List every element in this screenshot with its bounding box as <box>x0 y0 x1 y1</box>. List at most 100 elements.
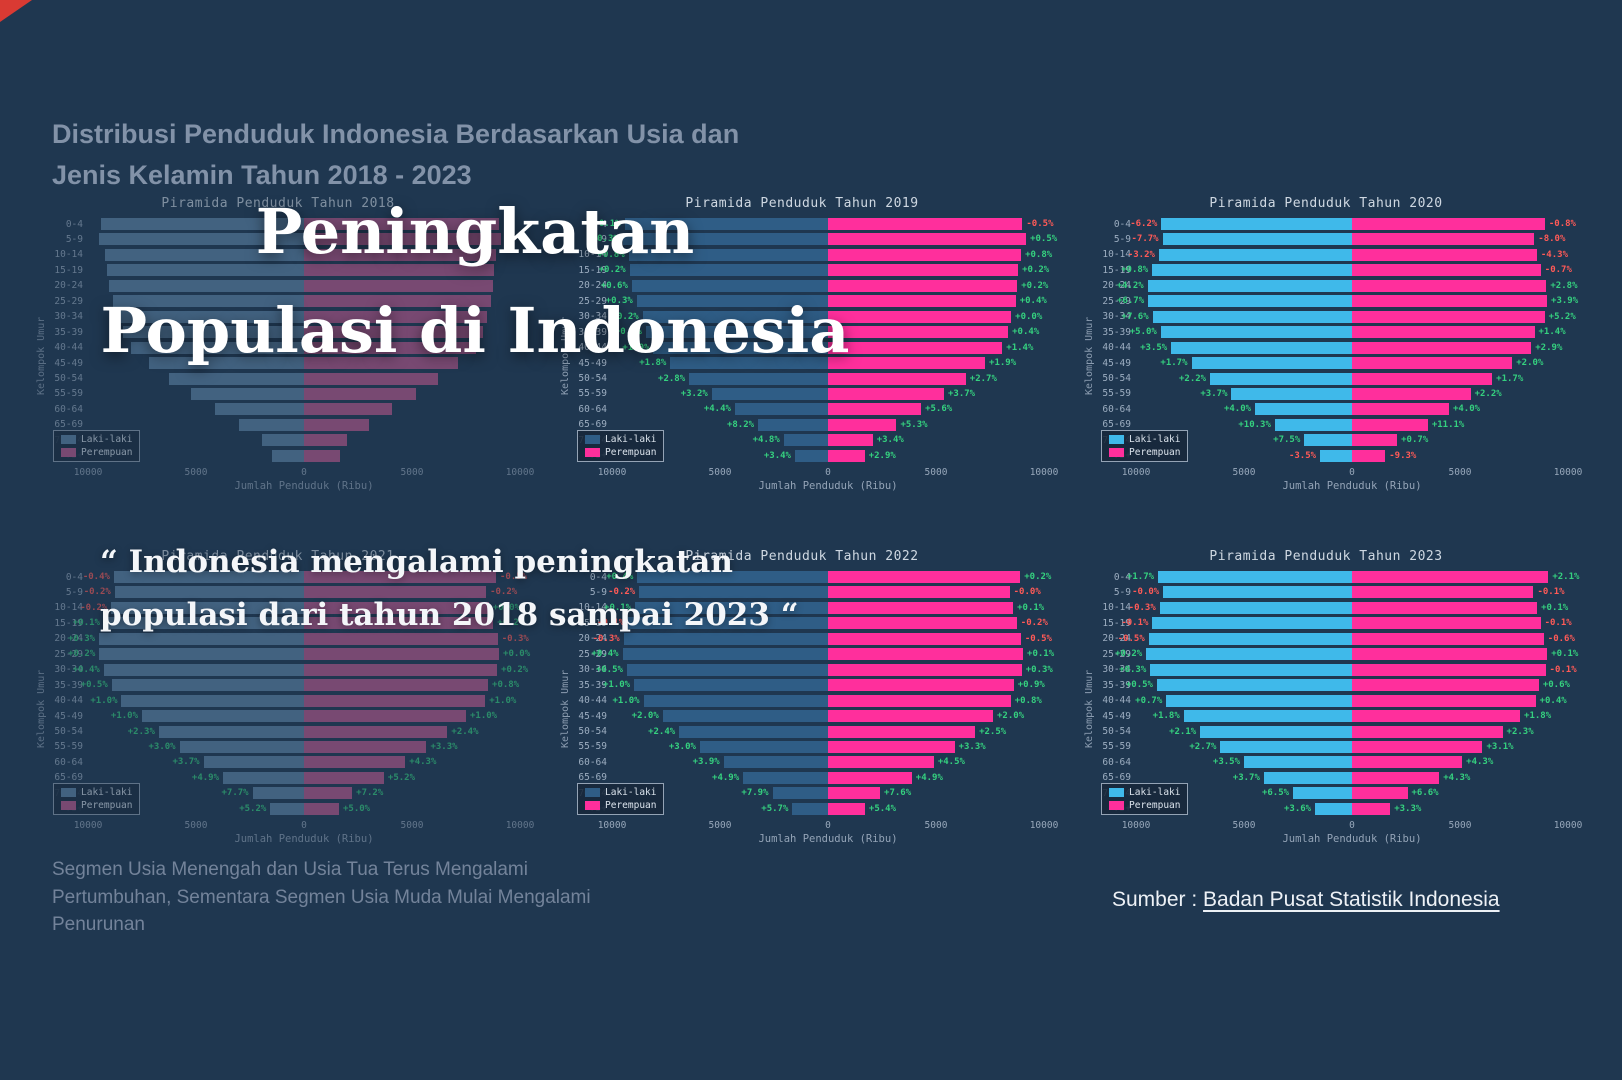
pyramid-row: 45-49 +1.8% +1.8% <box>1095 710 1568 723</box>
pyramid-row: 30-34 +7.6% +5.2% <box>1095 310 1576 323</box>
pyramid-row: 50-54 +2.3% +2.4% <box>47 725 520 738</box>
male-half: +1.8% <box>612 357 828 370</box>
pyramid-chart-2019: Piramida Penduduk Tahun 2019 Kelompok Umu… <box>560 196 1058 495</box>
male-half: -0.1% <box>1121 617 1352 630</box>
x-tick-label: 5000 <box>1448 820 1472 831</box>
male-bar <box>1244 756 1352 769</box>
age-group-label: 65-69 <box>578 419 607 431</box>
female-half: +0.1% <box>1352 601 1568 614</box>
male-bar <box>122 326 304 339</box>
x-tick-label: 10000 <box>505 820 535 831</box>
male-annotation: +0.5% <box>595 664 623 675</box>
pyramid-row: 10-14 +0.1% +0.1% <box>571 601 1045 614</box>
female-bar <box>828 601 1014 614</box>
female-bar <box>304 326 484 339</box>
male-bar <box>723 756 828 769</box>
male-bar <box>1304 434 1352 447</box>
female-annotation: +3.1% <box>1486 741 1514 752</box>
source-link[interactable]: Badan Pusat Statistik Indonesia <box>1203 888 1500 911</box>
age-group-label: 35-39 <box>54 679 83 691</box>
male-half: +7.5% <box>1136 434 1352 447</box>
male-annotation: +2.3% <box>127 726 155 737</box>
female-annotation: +0.1% <box>1017 602 1045 613</box>
female-half: +0.0% <box>828 310 1044 323</box>
pyramid-row: 40-44 +3.5% +2.9% <box>1095 341 1568 354</box>
age-group-label: 15-19 <box>54 617 83 629</box>
pyramid-chart-2020: Piramida Penduduk Tahun 2020 Kelompok Umu… <box>1084 196 1583 495</box>
male-bar <box>643 694 828 707</box>
age-group-label: 0-4 <box>589 218 607 230</box>
chart-plot: Kelompok Umur 0-4 -6.2% -0.8% 5-9 -7.7% -8.0% 1… <box>1084 216 1583 495</box>
male-annotation: +4.4% <box>703 404 731 415</box>
female-bar <box>828 372 966 385</box>
male-bar <box>1152 310 1352 323</box>
female-annotation: +0.2% <box>1024 572 1052 582</box>
female-half: +0.7% <box>1352 434 1568 447</box>
age-group-label: 55-59 <box>578 388 607 400</box>
male-annotation: -0.1% <box>597 618 625 629</box>
age-group-label: 30-34 <box>1102 664 1131 676</box>
female-annotation: +2.9% <box>1535 342 1563 353</box>
male-annotation: +2.2% <box>1179 373 1207 384</box>
chart-title: Piramida Penduduk Tahun 2020 <box>1209 196 1443 211</box>
male-annotation: +1.0% <box>90 695 118 706</box>
y-axis-label: Kelompok Umur <box>36 316 47 395</box>
male-bar <box>792 802 828 815</box>
male-annotation: +1.0% <box>612 695 640 706</box>
female-half: +1.7% <box>1352 372 1568 385</box>
female-annotation: +0.2% <box>1021 280 1049 291</box>
female-half: -0.2% <box>828 617 1048 630</box>
female-half: +1.9% <box>828 357 1044 370</box>
female-bar <box>304 571 497 583</box>
male-bar <box>629 264 828 277</box>
female-bar <box>304 740 427 753</box>
male-half: +2.2% <box>1136 372 1352 385</box>
age-group-label: 65-69 <box>578 772 607 784</box>
male-half: +0.5% <box>1126 679 1352 692</box>
female-half <box>304 264 520 277</box>
female-annotation: +0.3% <box>1025 664 1053 675</box>
female-annotation: +5.6% <box>925 404 953 415</box>
female-half: -0.1% <box>1352 586 1568 599</box>
main-title: Peningkatan Populasi di Indonesia <box>55 182 895 380</box>
age-group-label: 40-44 <box>54 342 83 354</box>
age-group-label: 15-19 <box>578 264 607 276</box>
male-bar <box>662 710 828 723</box>
male-annotation: +2.7% <box>1189 741 1217 752</box>
male-bar <box>252 787 304 800</box>
female-annotation: +2.7% <box>969 373 997 384</box>
female-annotation: +7.2% <box>356 788 384 799</box>
female-bar <box>1352 802 1391 815</box>
male-bar <box>99 632 304 645</box>
female-half: +0.3% <box>828 663 1053 676</box>
male-half: +0.6% <box>601 279 828 292</box>
pyramid-row: 20-24 +0.6% +0.2% <box>571 279 1048 292</box>
female-half: +5.3% <box>828 418 1044 431</box>
male-half: +0.8% <box>1121 264 1352 277</box>
male-half: +1.7% <box>1127 571 1352 583</box>
female-bar <box>828 571 1021 583</box>
female-annotation: +3.4% <box>876 435 904 446</box>
pyramid-row: 20-24 +4.2% +2.8% <box>1095 279 1577 292</box>
age-group-label: 60-64 <box>54 756 83 768</box>
pyramid-row: 30-34 +0.5% +0.3% <box>571 663 1053 676</box>
male-half: +6.7% <box>1117 295 1352 308</box>
male-half: +2.3% <box>88 725 304 738</box>
male-half: +5.7% <box>612 802 828 815</box>
female-bar <box>304 218 500 230</box>
male-bar <box>1163 586 1352 599</box>
male-half: -0.5% <box>1118 632 1352 645</box>
pyramid-chart-2023: Piramida Penduduk Tahun 2023 Kelompok Umu… <box>1084 549 1582 848</box>
x-tick-label: 5000 <box>400 467 424 478</box>
female-bar <box>304 264 494 277</box>
pyramid-row: 25-29 +0.2% +0.0% <box>47 648 530 661</box>
x-axis: 10000 5000 0 5000 10000 <box>1122 467 1583 480</box>
female-bar <box>304 648 500 661</box>
pyramid-row: 5-9 <box>47 233 520 246</box>
chart-plot: Kelompok Umur 0-4 -0.4% -0.5% 5-9 -0.2% -0.2% 1… <box>36 569 534 848</box>
pyramid-row: 0-4 -0.4% -0.5% <box>47 571 527 583</box>
male-half <box>88 372 304 385</box>
male-bar <box>114 586 304 599</box>
legend-swatch-female <box>1109 448 1124 457</box>
x-axis-label: Jumlah Penduduk (Ribu) <box>1282 833 1422 845</box>
